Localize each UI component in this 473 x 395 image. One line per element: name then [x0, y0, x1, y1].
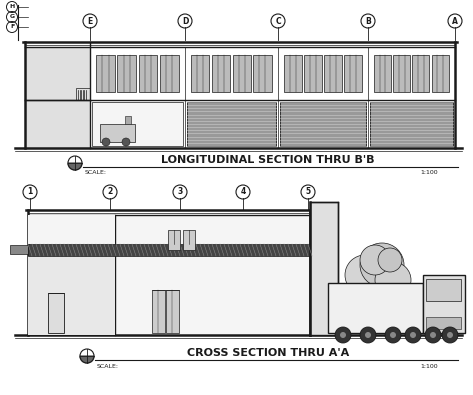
Bar — [412, 55, 429, 92]
Circle shape — [447, 332, 453, 338]
Circle shape — [360, 245, 390, 275]
Circle shape — [122, 138, 130, 146]
Text: SCALE:: SCALE: — [97, 365, 119, 369]
Bar — [328, 283, 423, 333]
Bar — [166, 290, 179, 333]
Circle shape — [442, 327, 458, 343]
Bar — [25, 47, 90, 148]
Text: G: G — [9, 15, 15, 19]
Text: 1: 1 — [27, 188, 33, 196]
Bar — [76, 88, 90, 100]
Text: 3: 3 — [177, 188, 183, 196]
Circle shape — [385, 327, 401, 343]
Text: D: D — [182, 17, 188, 26]
Text: CROSS SECTION THRU A'A: CROSS SECTION THRU A'A — [187, 348, 349, 358]
Bar — [183, 230, 195, 250]
Polygon shape — [68, 163, 82, 170]
Bar — [324, 55, 342, 92]
Bar — [310, 202, 338, 335]
Circle shape — [378, 248, 402, 272]
Bar — [426, 279, 461, 301]
Bar — [233, 55, 251, 92]
Circle shape — [345, 255, 385, 295]
Text: LONGITUDINAL SECTION THRU B'B: LONGITUDINAL SECTION THRU B'B — [161, 155, 375, 165]
Bar — [253, 55, 272, 92]
Bar — [370, 102, 453, 146]
Bar — [432, 55, 449, 92]
Bar — [117, 55, 136, 92]
Circle shape — [340, 332, 346, 338]
Circle shape — [430, 332, 436, 338]
Bar — [100, 124, 135, 142]
Bar — [423, 275, 465, 333]
Circle shape — [365, 332, 371, 338]
Bar — [393, 55, 410, 92]
Text: C: C — [275, 17, 281, 26]
Bar — [92, 102, 183, 146]
Circle shape — [360, 327, 376, 343]
Text: 1:100: 1:100 — [420, 365, 438, 369]
Bar — [48, 293, 64, 333]
Bar — [160, 55, 178, 92]
Bar — [96, 55, 115, 92]
Text: F: F — [10, 24, 14, 30]
Text: 5: 5 — [306, 188, 311, 196]
Bar — [187, 102, 276, 146]
Bar — [426, 317, 461, 329]
Circle shape — [335, 327, 351, 343]
Bar — [28, 215, 115, 244]
Bar — [284, 55, 302, 92]
Circle shape — [390, 332, 396, 338]
Bar — [168, 230, 180, 250]
Circle shape — [425, 327, 441, 343]
Text: 4: 4 — [240, 188, 245, 196]
Text: SCALE:: SCALE: — [85, 171, 107, 175]
Circle shape — [410, 332, 416, 338]
Text: 2: 2 — [107, 188, 113, 196]
Text: 1:100: 1:100 — [420, 171, 438, 175]
Circle shape — [405, 327, 421, 343]
Bar — [280, 102, 366, 146]
Circle shape — [360, 243, 404, 287]
Bar — [191, 55, 209, 92]
Text: E: E — [88, 17, 93, 26]
Circle shape — [102, 138, 110, 146]
Bar — [125, 116, 131, 124]
Bar — [28, 256, 115, 335]
Polygon shape — [80, 356, 94, 363]
Bar — [139, 55, 157, 92]
Bar — [10, 245, 28, 254]
Circle shape — [375, 262, 411, 298]
Text: B: B — [365, 17, 371, 26]
Bar — [28, 244, 310, 256]
Bar — [212, 55, 230, 92]
Bar — [374, 55, 391, 92]
Bar — [304, 55, 322, 92]
Bar — [344, 55, 361, 92]
Bar — [28, 215, 310, 335]
Text: A: A — [452, 17, 458, 26]
Bar — [152, 290, 165, 333]
Text: H: H — [9, 4, 15, 9]
